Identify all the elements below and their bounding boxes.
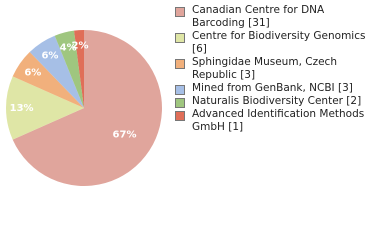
slice-label: 13%: [10, 103, 34, 114]
legend-label: Advanced Identification Methods GmbH [1]: [192, 108, 365, 133]
pie-slice: [12, 30, 162, 186]
legend-swatch: [175, 98, 185, 108]
slice-label: 67%: [113, 129, 137, 140]
legend-entry: Canadian Centre for DNA Barcoding [31]: [175, 4, 375, 30]
slice-label: 6%: [41, 51, 58, 62]
legend-entry: Naturalis Biodiversity Center [2]: [175, 95, 375, 108]
legend-swatch: [175, 59, 185, 69]
pie-slice: [74, 30, 84, 108]
legend-label: Sphingidae Museum, Czech Republic [3]: [192, 56, 337, 81]
legend-entry: Advanced Identification Methods GmbH [1]: [175, 108, 375, 134]
legend-swatch: [175, 7, 185, 17]
pie-slice: [12, 51, 85, 108]
legend: Canadian Centre for DNA Barcoding [31] Ce…: [175, 4, 375, 134]
slice-label: 6%: [24, 67, 41, 78]
legend-label: Canadian Centre for DNA Barcoding [31]: [192, 4, 325, 29]
legend-entry: Sphingidae Museum, Czech Republic [3]: [175, 56, 375, 82]
pie-slice: [54, 30, 84, 108]
slice-label: 4%: [60, 43, 77, 54]
legend-swatch: [175, 33, 185, 43]
legend-entry: Centre for Biodiversity Genomics [6]: [175, 30, 375, 56]
legend-swatch: [175, 85, 185, 95]
legend-entry: Mined from GenBank, NCBI [3]: [175, 82, 375, 95]
legend-label: Mined from GenBank, NCBI [3]: [192, 82, 353, 94]
legend-swatch: [175, 111, 185, 121]
pie-slice: [29, 35, 84, 108]
legend-label: Centre for Biodiversity Genomics [6]: [192, 30, 366, 55]
pie-slice: [5, 76, 84, 140]
chart: 67%13%6%6%4%2%: [5, 30, 162, 186]
slice-label: 2%: [72, 41, 89, 52]
legend-label: Naturalis Biodiversity Center [2]: [192, 95, 362, 107]
